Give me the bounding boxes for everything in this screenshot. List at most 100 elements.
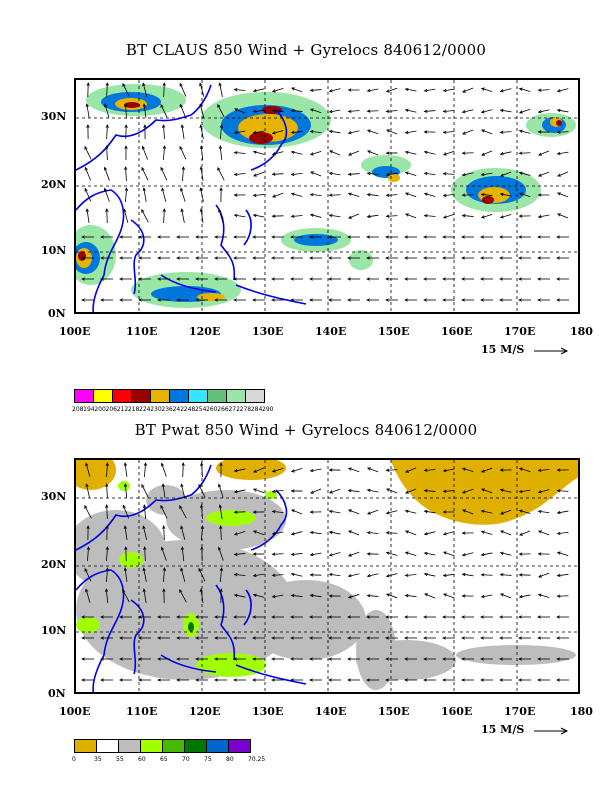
wind-arrow bbox=[519, 172, 531, 176]
wind-arrowhead bbox=[233, 193, 238, 197]
wind-arrowhead bbox=[480, 530, 485, 534]
colorbar-swatch bbox=[206, 739, 229, 753]
wind-arrowhead bbox=[195, 678, 199, 682]
wind-arrow bbox=[405, 574, 417, 576]
wind-arrow bbox=[405, 551, 417, 557]
wind-arrowhead bbox=[328, 193, 333, 197]
wind-arrowhead bbox=[252, 678, 256, 682]
wind-arrow bbox=[348, 467, 360, 473]
wind-arrowhead bbox=[271, 109, 276, 113]
wind-arrowhead bbox=[252, 593, 257, 597]
wind-arrowhead bbox=[180, 525, 184, 530]
wind-arrow bbox=[179, 83, 187, 97]
wind-arrow bbox=[201, 462, 203, 478]
wind-arrowhead bbox=[537, 130, 542, 134]
wind-arrow bbox=[253, 109, 265, 113]
wind-arrow bbox=[163, 525, 165, 541]
wind-arrowhead bbox=[271, 89, 276, 93]
panel1-scale-label: 15 M/S bbox=[481, 343, 525, 356]
wind-arrowhead bbox=[537, 552, 542, 556]
wind-arrow bbox=[538, 530, 550, 536]
wind-arrowhead bbox=[442, 468, 447, 473]
wind-arrowhead bbox=[119, 235, 123, 239]
wind-arrow bbox=[198, 568, 206, 582]
wind-arrowhead bbox=[328, 171, 333, 176]
wind-arrowhead bbox=[480, 573, 485, 577]
wind-arrowhead bbox=[179, 505, 183, 509]
wind-arrowhead bbox=[161, 187, 165, 192]
wind-arrow bbox=[424, 110, 436, 112]
wind-arrowhead bbox=[461, 615, 465, 619]
wind-arrowhead bbox=[81, 615, 85, 619]
wind-arrowhead bbox=[179, 82, 183, 87]
wind-arrow bbox=[500, 109, 512, 113]
wind-arrow bbox=[519, 489, 531, 493]
wind-arrow bbox=[519, 130, 531, 134]
wind-arrowhead bbox=[537, 593, 542, 597]
wind-arrowhead bbox=[157, 235, 161, 239]
wind-arrowhead bbox=[309, 277, 313, 281]
wind-arrowhead bbox=[199, 166, 203, 171]
wind-arrow bbox=[106, 145, 108, 161]
wind-arrow bbox=[538, 109, 550, 113]
colorbar-swatch bbox=[228, 739, 251, 753]
wind-arrow bbox=[253, 594, 265, 598]
wind-arrow bbox=[386, 87, 398, 93]
wind-arrowhead bbox=[143, 462, 148, 466]
wind-arrowhead bbox=[404, 277, 408, 281]
wind-arrow bbox=[500, 171, 512, 177]
wind-arrowhead bbox=[195, 298, 199, 302]
wind-arrowhead bbox=[142, 525, 146, 530]
wind-arrowhead bbox=[405, 490, 409, 494]
wind-arrow bbox=[291, 509, 303, 515]
wind-arrow bbox=[500, 151, 512, 155]
wind-arrowhead bbox=[556, 235, 560, 239]
wind-arrowhead bbox=[518, 636, 522, 640]
wind-arrowhead bbox=[157, 636, 161, 640]
wind-arrowhead bbox=[271, 172, 276, 176]
wind-arrowhead bbox=[214, 636, 218, 640]
wind-arrowhead bbox=[442, 193, 447, 197]
wind-arrow bbox=[199, 83, 205, 97]
wind-arrowhead bbox=[290, 615, 294, 619]
wind-arrowhead bbox=[309, 130, 314, 134]
wind-arrowhead bbox=[85, 483, 89, 488]
wind-arrowhead bbox=[233, 213, 238, 218]
wind-arrowhead bbox=[480, 636, 484, 640]
colorbar-swatch bbox=[226, 389, 246, 403]
wind-arrow bbox=[143, 568, 147, 582]
wind-arrowhead bbox=[423, 489, 428, 493]
wind-arrow bbox=[105, 588, 109, 604]
wind-arrowhead bbox=[328, 109, 333, 114]
wind-arrow bbox=[443, 573, 455, 577]
wind-arrow bbox=[291, 151, 303, 155]
wind-arrow bbox=[234, 468, 246, 472]
wind-arrowhead bbox=[309, 152, 314, 156]
wind-arrowhead bbox=[499, 573, 504, 577]
wind-arrowhead bbox=[461, 490, 466, 494]
wind-arrowhead bbox=[347, 553, 352, 557]
panel2-lon-label: 140E bbox=[315, 705, 347, 718]
wind-arrowhead bbox=[385, 235, 389, 239]
panel2-title: BT Pwat 850 Wind + Gyrelocs 840612/0000 bbox=[134, 421, 478, 439]
wind-arrowhead bbox=[252, 277, 256, 281]
wind-arrowhead bbox=[385, 468, 390, 472]
wind-arrowhead bbox=[556, 615, 560, 619]
wind-arrow bbox=[272, 510, 284, 514]
panel2-lat-label: 10N bbox=[41, 624, 67, 637]
wind-arrow bbox=[182, 166, 184, 182]
wind-arrow bbox=[424, 88, 436, 92]
wind-arrowhead bbox=[176, 256, 180, 260]
wind-arrowhead bbox=[271, 531, 276, 536]
wind-arrowhead bbox=[157, 256, 161, 260]
wind-arrowhead bbox=[195, 235, 199, 239]
wind-arrow bbox=[329, 130, 341, 134]
colorbar-tick-label: 194 bbox=[83, 406, 95, 413]
wind-arrowhead bbox=[499, 215, 504, 219]
wind-arrowhead bbox=[499, 89, 504, 93]
wind-arrow bbox=[329, 552, 341, 556]
wind-arrowhead bbox=[518, 192, 523, 196]
wind-arrowhead bbox=[499, 256, 503, 260]
wind-arrowhead bbox=[160, 504, 164, 509]
wind-arrow bbox=[181, 209, 185, 223]
